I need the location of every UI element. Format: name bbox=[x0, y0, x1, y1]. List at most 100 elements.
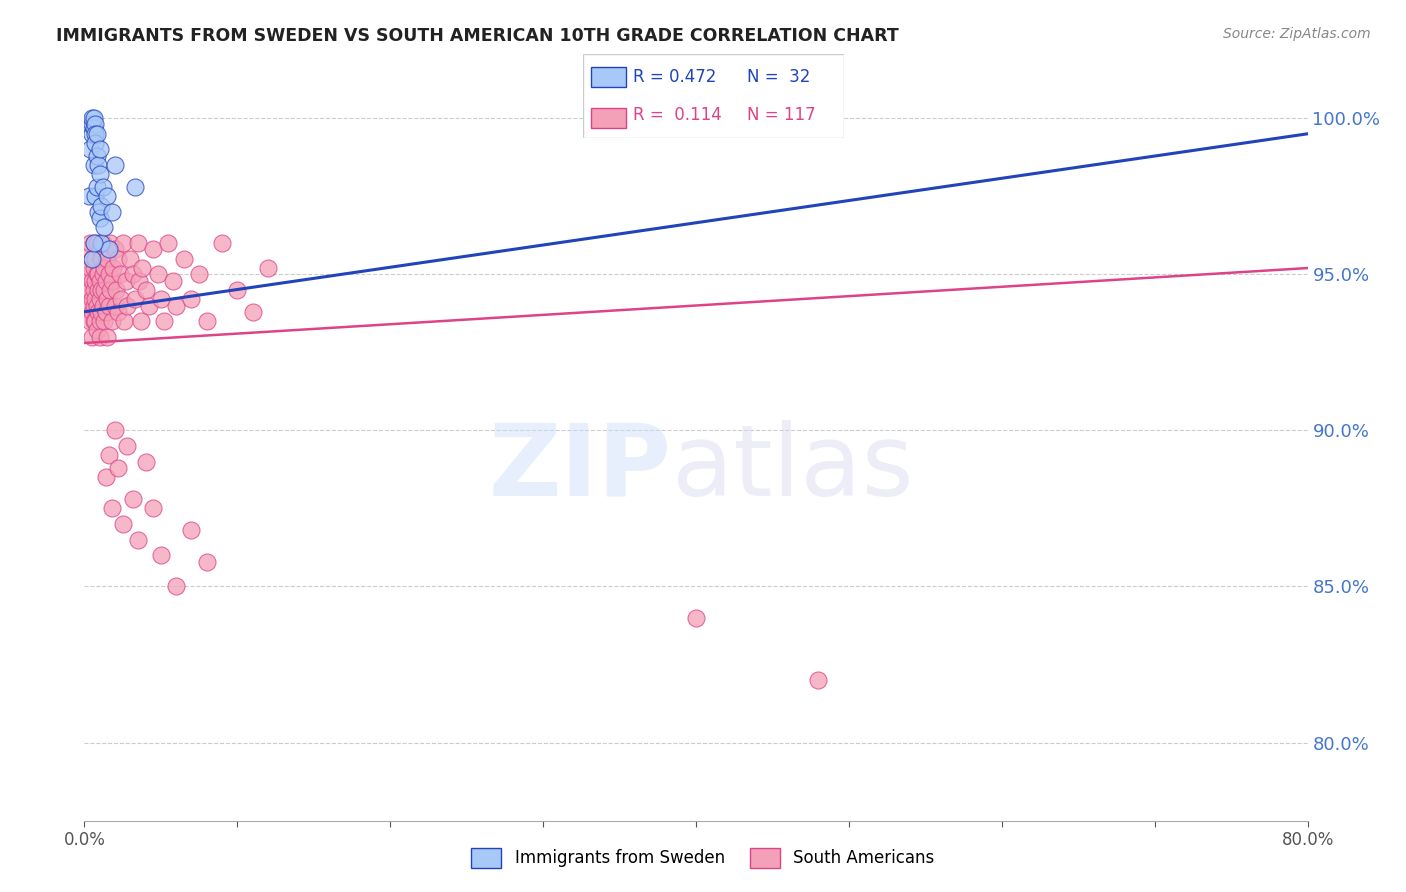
Point bbox=[87, 283, 110, 297]
Point bbox=[96, 292, 118, 306]
Text: N =  32: N = 32 bbox=[748, 69, 811, 87]
Point bbox=[90, 304, 112, 318]
Point bbox=[77, 298, 100, 312]
Point bbox=[86, 298, 108, 312]
Point bbox=[76, 283, 98, 297]
Point bbox=[94, 273, 117, 287]
Point bbox=[93, 314, 115, 328]
Point bbox=[77, 268, 100, 282]
Point bbox=[87, 268, 110, 282]
Point bbox=[149, 548, 172, 563]
Point bbox=[96, 252, 118, 266]
Point bbox=[80, 252, 103, 266]
Point bbox=[104, 423, 127, 437]
Point bbox=[226, 283, 249, 297]
Point bbox=[807, 673, 830, 688]
Point bbox=[685, 611, 707, 625]
Point bbox=[91, 298, 114, 312]
Point bbox=[122, 268, 145, 282]
Point bbox=[165, 579, 187, 593]
Point bbox=[211, 235, 233, 250]
Point bbox=[84, 273, 107, 287]
Point bbox=[101, 273, 124, 287]
Point bbox=[80, 252, 103, 266]
Point bbox=[104, 242, 127, 256]
Point bbox=[89, 242, 111, 256]
Point bbox=[94, 470, 117, 484]
Point bbox=[87, 204, 110, 219]
Point bbox=[105, 283, 128, 297]
Point bbox=[86, 323, 108, 337]
Point bbox=[79, 314, 101, 328]
Point bbox=[89, 292, 111, 306]
Point bbox=[242, 304, 264, 318]
Point bbox=[128, 273, 150, 287]
Point bbox=[84, 136, 107, 150]
Point bbox=[89, 142, 111, 156]
Point bbox=[127, 533, 149, 547]
Point bbox=[89, 273, 111, 287]
Point bbox=[98, 283, 121, 297]
Point bbox=[86, 268, 108, 282]
Point bbox=[83, 158, 105, 172]
Text: IMMIGRANTS FROM SWEDEN VS SOUTH AMERICAN 10TH GRADE CORRELATION CHART: IMMIGRANTS FROM SWEDEN VS SOUTH AMERICAN… bbox=[56, 27, 898, 45]
Point bbox=[107, 252, 129, 266]
Point bbox=[83, 283, 105, 297]
Point bbox=[80, 117, 103, 131]
Bar bbox=[592, 67, 626, 87]
Point bbox=[165, 298, 187, 312]
Point bbox=[135, 454, 157, 468]
Point bbox=[96, 329, 118, 343]
Point bbox=[98, 235, 121, 250]
Point bbox=[120, 252, 142, 266]
Text: atlas: atlas bbox=[672, 420, 912, 517]
Point bbox=[90, 235, 112, 250]
Point bbox=[84, 189, 107, 203]
Point bbox=[80, 292, 103, 306]
Point bbox=[84, 117, 107, 131]
Point bbox=[86, 235, 108, 250]
Point bbox=[97, 268, 120, 282]
Point bbox=[135, 283, 157, 297]
Point bbox=[157, 235, 180, 250]
Point bbox=[80, 273, 103, 287]
Point bbox=[153, 314, 176, 328]
Point bbox=[138, 298, 160, 312]
Point bbox=[97, 298, 120, 312]
Point bbox=[104, 298, 127, 312]
Point bbox=[97, 448, 120, 462]
Point bbox=[94, 304, 117, 318]
Point bbox=[103, 260, 125, 275]
Point bbox=[91, 235, 114, 250]
Point bbox=[77, 189, 100, 203]
Point bbox=[79, 142, 101, 156]
Point bbox=[89, 314, 111, 328]
Point bbox=[195, 314, 218, 328]
Point bbox=[83, 111, 105, 125]
Point bbox=[77, 242, 100, 256]
Point bbox=[83, 260, 105, 275]
Point bbox=[87, 304, 110, 318]
Point bbox=[86, 179, 108, 194]
Point bbox=[108, 268, 131, 282]
Point bbox=[104, 158, 127, 172]
Point bbox=[111, 516, 134, 531]
Point bbox=[110, 292, 132, 306]
Point bbox=[79, 283, 101, 297]
Point bbox=[129, 314, 152, 328]
Point bbox=[115, 298, 138, 312]
Point bbox=[101, 501, 124, 516]
Point bbox=[188, 268, 211, 282]
Point bbox=[84, 292, 107, 306]
Text: Source: ZipAtlas.com: Source: ZipAtlas.com bbox=[1223, 27, 1371, 41]
Legend: Immigrants from Sweden, South Americans: Immigrants from Sweden, South Americans bbox=[465, 841, 941, 875]
Point bbox=[89, 167, 111, 181]
Point bbox=[115, 439, 138, 453]
Point bbox=[80, 127, 103, 141]
Point bbox=[97, 242, 120, 256]
Point bbox=[93, 283, 115, 297]
Point bbox=[146, 268, 169, 282]
Point bbox=[112, 314, 135, 328]
Point bbox=[83, 235, 105, 250]
Point bbox=[83, 298, 105, 312]
